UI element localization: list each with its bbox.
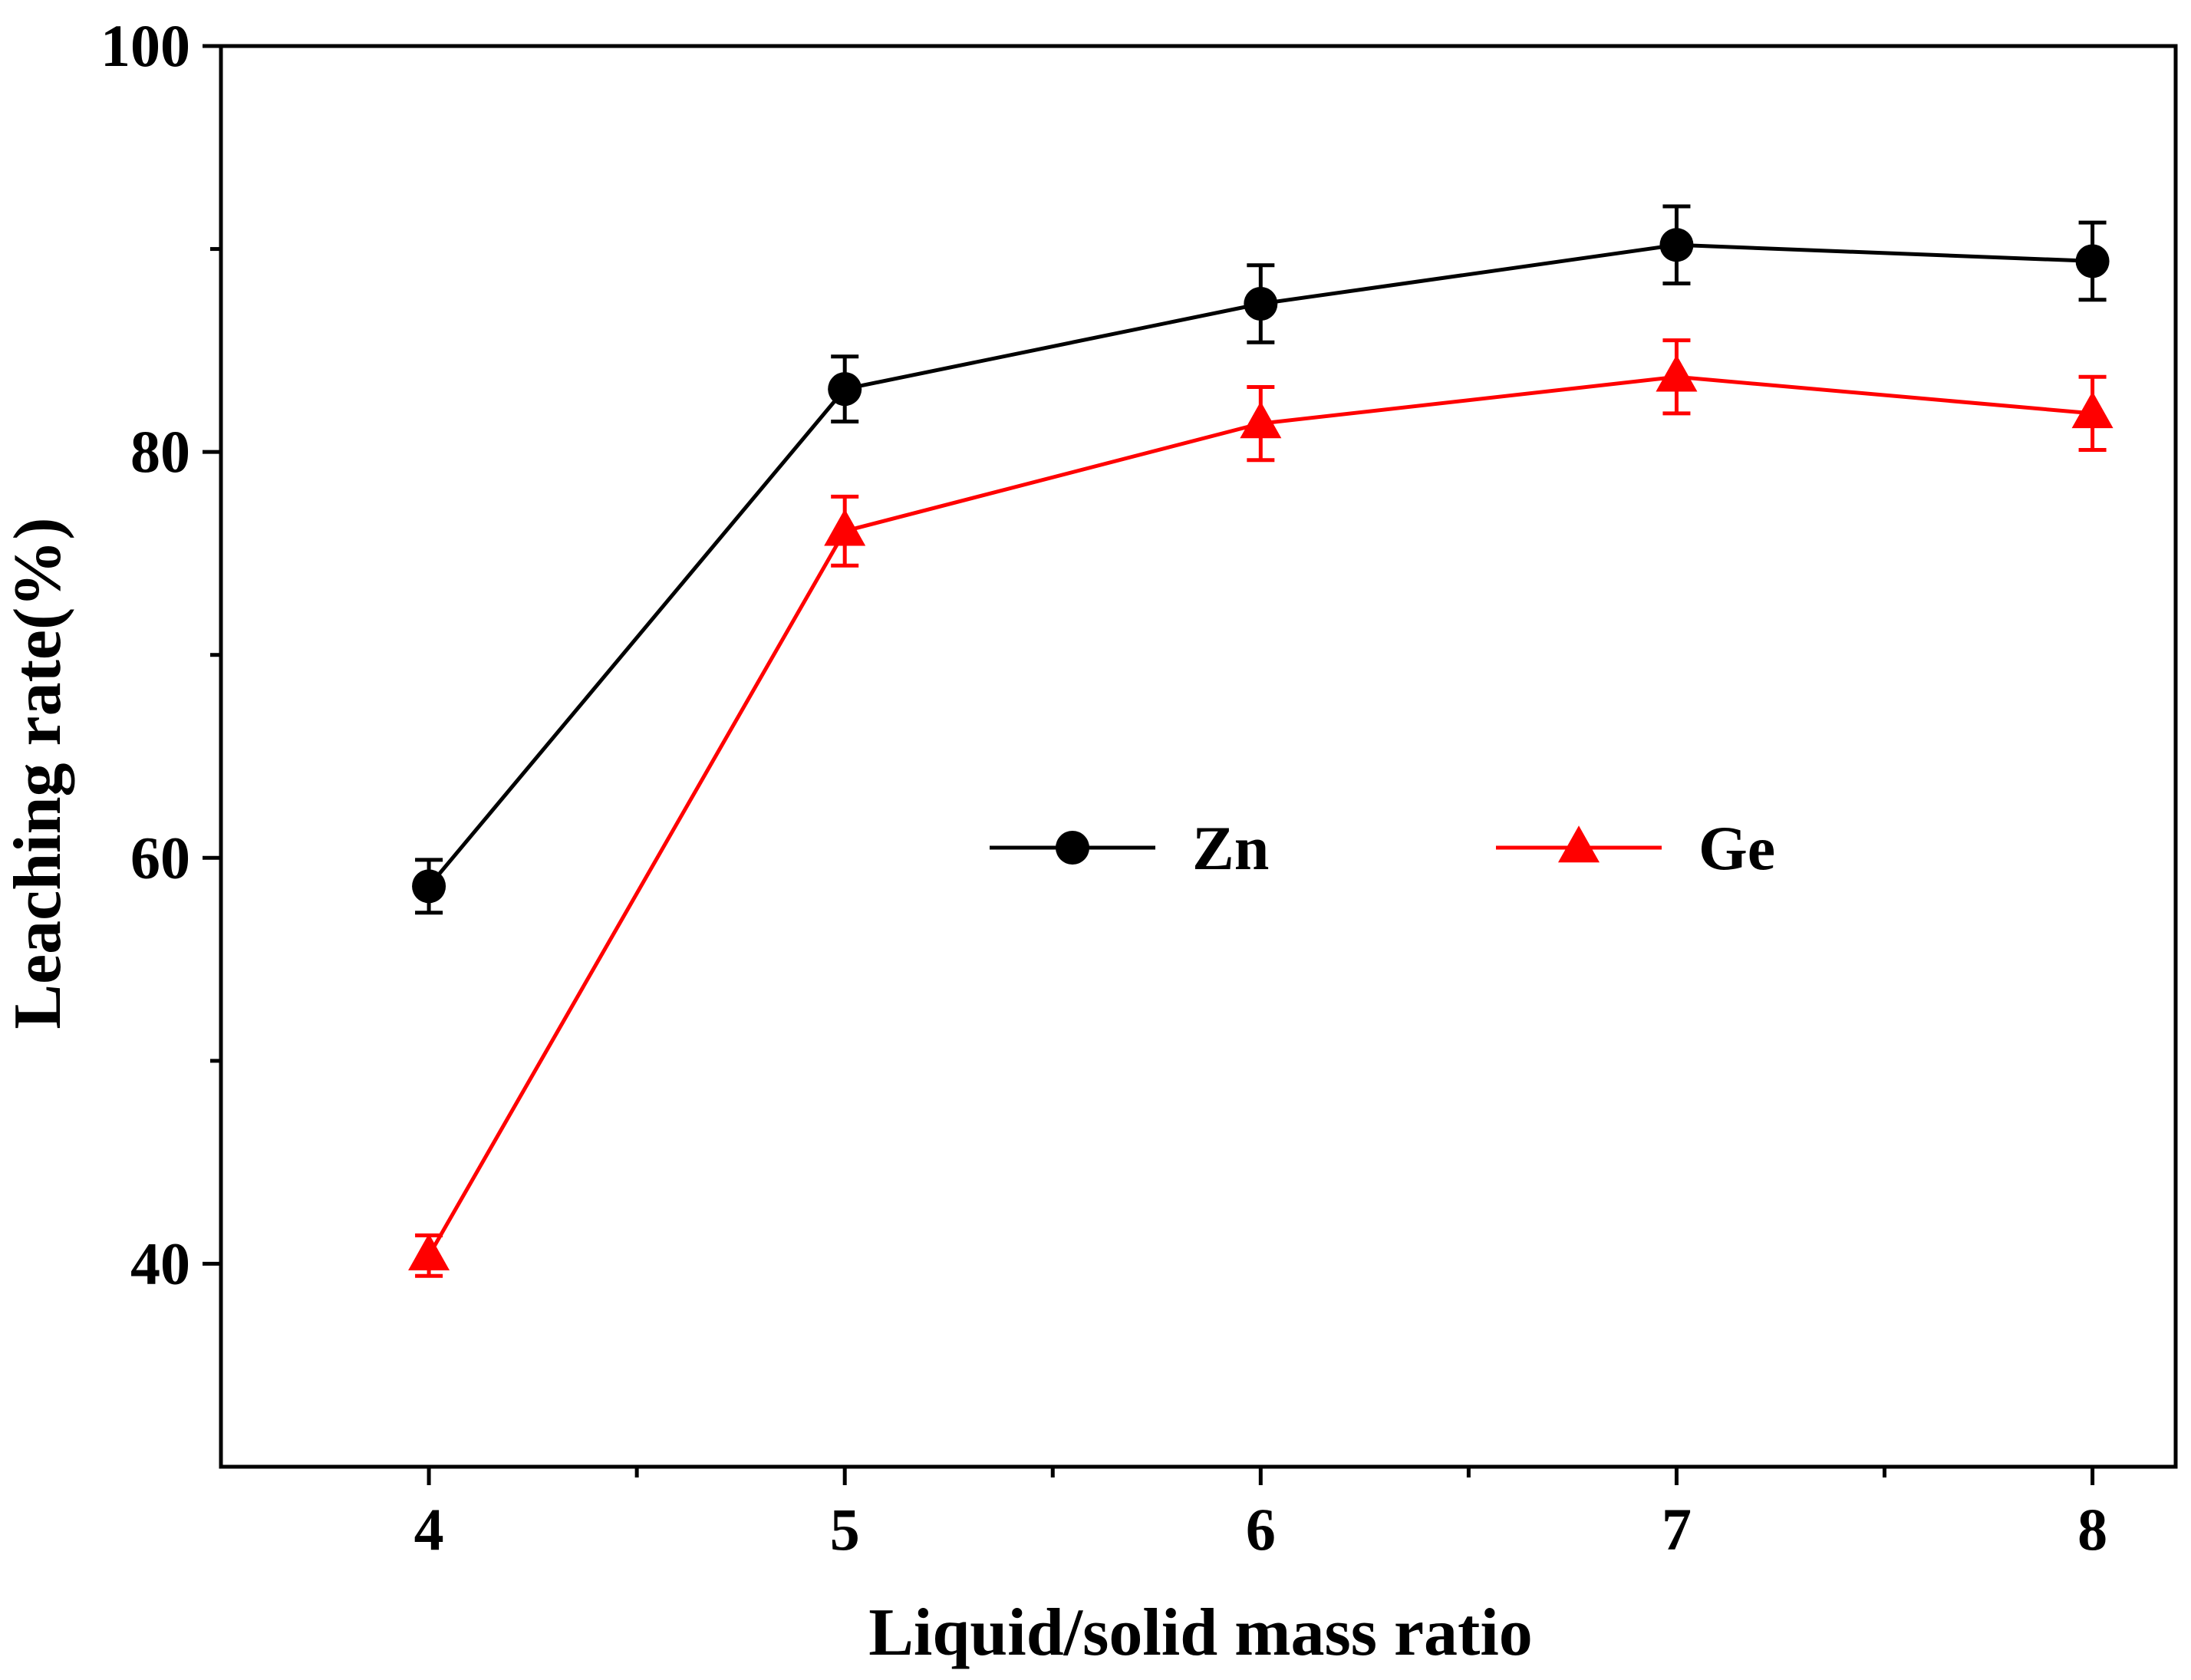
x-tick-label: 7 <box>1662 1496 1692 1563</box>
data-point-ge <box>1656 354 1698 392</box>
x-axis-title: Liquid/solid mass ratio <box>868 1596 1533 1670</box>
legend: Zn Ge <box>990 813 1775 883</box>
data-series <box>408 204 2114 1278</box>
legend-marker-circle <box>1056 831 1089 865</box>
plot-area <box>219 44 2178 1469</box>
data-point-ge <box>1240 401 1282 439</box>
y-tick-label: 60 <box>130 824 190 891</box>
series-zn <box>412 204 2110 915</box>
data-point-ge <box>2071 391 2114 429</box>
legend-label: Ge <box>1698 813 1775 883</box>
axis-tick-labels: 4 5 6 7 8 40 60 80 100 <box>100 12 2107 1563</box>
legend-label: Zn <box>1192 813 1269 883</box>
legend-marker-triangle <box>1558 825 1600 863</box>
data-point-zn <box>1244 287 1278 321</box>
y-tick-label: 80 <box>130 418 190 485</box>
x-tick-label: 6 <box>1246 1496 1276 1563</box>
y-axis-title: Leaching rate(%) <box>1 517 75 1029</box>
data-point-zn <box>828 372 862 407</box>
series-ge <box>408 338 2114 1278</box>
axis-ticks <box>203 44 2095 1485</box>
x-tick-label: 5 <box>830 1496 860 1563</box>
x-tick-label: 4 <box>414 1496 444 1563</box>
legend-item-zn: Zn <box>990 813 1269 883</box>
data-point-ge <box>408 1234 450 1271</box>
y-tick-label: 100 <box>100 12 190 79</box>
data-point-zn <box>412 869 446 904</box>
data-point-zn <box>2075 244 2110 278</box>
x-tick-label: 8 <box>2077 1496 2107 1563</box>
data-point-zn <box>1659 228 1694 262</box>
y-tick-label: 40 <box>130 1230 190 1296</box>
plot-frame <box>219 44 2178 1469</box>
data-point-ge <box>824 509 866 546</box>
legend-item-ge: Ge <box>1496 813 1775 883</box>
